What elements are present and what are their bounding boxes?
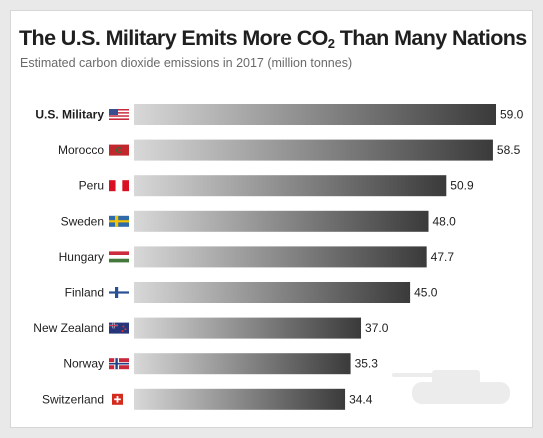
bar-hungary [134,246,427,268]
bar-u-s-military [134,104,496,125]
switzerland-flag-icon [112,393,123,405]
bar-sweden [134,210,429,232]
bar-norway [134,353,351,375]
finland-flag-icon [109,287,129,298]
value-label-morocco: 58.5 [497,143,521,157]
us-flag-icon [109,109,129,120]
chart-subtitle: Estimated carbon dioxide emissions in 20… [20,56,353,70]
morocco-flag-icon [109,144,129,156]
new-zealand-flag-icon [109,322,129,334]
bar-new-zealand [134,317,362,339]
bar-switzerland [134,388,346,410]
hungary-flag-icon [109,251,129,263]
category-label-switzerland: Switzerland [42,392,104,406]
category-label-sweden: Sweden [61,214,104,228]
value-label-sweden: 48.0 [433,214,457,228]
value-label-norway: 35.3 [355,357,379,371]
value-label-u-s-military: 59.0 [500,108,524,122]
category-label-finland: Finland [65,286,104,300]
category-label-norway: Norway [63,357,104,371]
category-label-morocco: Morocco [58,143,104,157]
chart-title: The U.S. Military Emits More CO2 Than Ma… [19,26,527,51]
category-label-u-s-military: U.S. Military [35,108,104,122]
value-label-new-zealand: 37.0 [365,321,389,335]
norway-flag-icon [109,358,129,370]
bar-finland [134,282,411,303]
value-label-peru: 50.9 [450,179,474,193]
sweden-flag-icon [109,215,129,227]
tank-watermark-icon [392,370,510,404]
bar-morocco [134,139,493,161]
peru-flag-icon [109,180,129,192]
value-label-switzerland: 34.4 [349,392,373,406]
value-label-hungary: 47.7 [431,250,455,264]
category-label-new-zealand: New Zealand [33,321,104,335]
bar-peru [134,175,447,197]
category-label-hungary: Hungary [59,250,104,264]
value-label-finland: 45.0 [414,286,438,300]
category-label-peru: Peru [79,179,104,193]
